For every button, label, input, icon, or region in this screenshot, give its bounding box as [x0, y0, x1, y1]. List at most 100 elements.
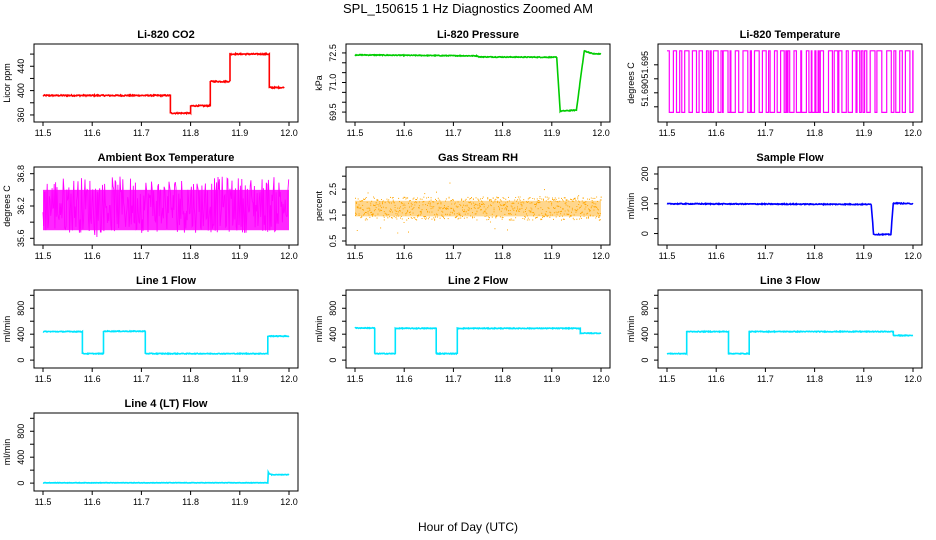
y-tick-label: 72.5 — [328, 44, 338, 62]
x-tick-label: 11.5 — [35, 251, 52, 261]
y-axis-label: degrees C — [2, 185, 12, 227]
series-line — [42, 51, 285, 116]
plot-frame — [345, 289, 611, 369]
x-tick-label: 11.9 — [855, 128, 872, 138]
y-tick-label: 800 — [328, 301, 338, 316]
x-tick-label: 11.7 — [133, 374, 150, 384]
x-tick-label: 11.6 — [84, 251, 101, 261]
chart-panel: Li-820 CO2 Licor ppm 11.5 11.6 11.7 11.8 11.9 1… — [2, 29, 299, 138]
y-tick-label: 1.5 — [328, 209, 338, 222]
x-tick-label: 11.5 — [347, 128, 364, 138]
y-axis-label: degrees C — [626, 62, 636, 104]
chart-panel: Ambient Box Temperature degrees C 11.5 11.6… — [2, 152, 299, 261]
x-tick-label: 11.5 — [659, 128, 676, 138]
series-line — [666, 329, 914, 356]
x-tick-label: 11.5 — [35, 128, 52, 138]
chart-title: Sample Flow — [756, 152, 824, 164]
y-tick-label: 35.6 — [16, 230, 26, 248]
y-tick-label: 360 — [16, 107, 26, 122]
plot-frame — [33, 412, 299, 492]
chart-panel: Line 3 Flow ml/min 11.5 11.6 11.7 11.8 11.9 12.… — [626, 275, 923, 384]
y-tick-label: 800 — [16, 424, 26, 439]
chart-title: Line 4 (LT) Flow — [125, 398, 208, 410]
y-tick-label: 100 — [640, 196, 650, 211]
x-tick-label: 11.8 — [806, 128, 823, 138]
y-tick-label: 0.5 — [328, 235, 338, 248]
plot-frame — [33, 289, 299, 369]
x-tick-label: 12.0 — [592, 128, 610, 138]
series-line — [354, 326, 602, 356]
x-tick-label: 11.8 — [182, 497, 199, 507]
x-tick-label: 11.8 — [806, 374, 823, 384]
x-tick-label: 11.7 — [133, 128, 150, 138]
y-axis-label: ml/min — [626, 193, 636, 220]
x-tick-label: 11.8 — [494, 251, 511, 261]
panels: Li-820 CO2 Licor ppm 11.5 11.6 11.7 11.8 11.9 1… — [2, 29, 923, 507]
x-tick-label: 12.0 — [280, 128, 298, 138]
chart-title: Line 1 Flow — [136, 275, 196, 287]
x-tick-label: 11.6 — [84, 374, 101, 384]
x-tick-label: 11.8 — [182, 128, 199, 138]
chart-title: Li-820 CO2 — [137, 29, 194, 41]
x-tick-label: 12.0 — [592, 251, 610, 261]
chart-panel: Gas Stream RH percent 11.5 11.6 11.7 11.8 11.9… — [314, 152, 611, 261]
y-tick-label: 400 — [328, 327, 338, 342]
series-line — [667, 50, 914, 113]
y-tick-label: 71.0 — [328, 74, 338, 92]
plot-frame — [33, 43, 299, 123]
y-tick-label: 0 — [640, 231, 650, 236]
chart-title: Gas Stream RH — [438, 152, 518, 164]
y-tick-label: 69.5 — [328, 103, 338, 121]
chart-title: Line 3 Flow — [760, 275, 820, 287]
chart-panel: Line 2 Flow ml/min 11.5 11.6 11.7 11.8 11.9 12.… — [314, 275, 611, 384]
x-tick-label: 11.8 — [806, 251, 823, 261]
y-tick-label: 0 — [16, 358, 26, 363]
y-tick-label: 400 — [640, 327, 650, 342]
y-axis-label: ml/min — [2, 316, 12, 343]
x-tick-label: 11.9 — [855, 374, 872, 384]
x-tick-label: 11.5 — [659, 374, 676, 384]
y-tick-label: 400 — [16, 327, 26, 342]
x-tick-label: 11.7 — [133, 497, 150, 507]
y-axis-label: ml/min — [2, 439, 12, 466]
chart-title: Line 2 Flow — [448, 275, 508, 287]
y-axis-label: ml/min — [314, 316, 324, 343]
figure-title: SPL_150615 1 Hz Diagnostics Zoomed AM — [343, 1, 593, 16]
y-axis-label: kPa — [314, 75, 324, 91]
x-tick-label: 11.5 — [35, 374, 52, 384]
y-axis-label: ml/min — [626, 316, 636, 343]
x-tick-label: 11.9 — [231, 497, 248, 507]
x-tick-label: 12.0 — [280, 251, 298, 261]
x-tick-label: 11.9 — [543, 251, 560, 261]
x-tick-label: 11.6 — [708, 128, 725, 138]
y-tick-label: 0 — [16, 481, 26, 486]
y-tick-label: 200 — [640, 166, 650, 181]
x-tick-label: 11.8 — [494, 128, 511, 138]
y-tick-label: 51.695 — [640, 51, 650, 79]
x-tick-label: 11.5 — [347, 251, 364, 261]
x-tick-label: 11.9 — [543, 128, 560, 138]
chart-panel: Line 4 (LT) Flow ml/min 11.5 11.6 11.7 11.8 11… — [2, 398, 299, 507]
series-line — [42, 329, 290, 356]
x-tick-label: 12.0 — [280, 497, 298, 507]
x-tick-label: 12.0 — [280, 374, 298, 384]
x-tick-label: 11.8 — [182, 374, 199, 384]
figure-xlabel: Hour of Day (UTC) — [418, 520, 518, 534]
chart-title: Li-820 Temperature — [740, 29, 841, 41]
chart-panel: Sample Flow ml/min 11.5 11.6 11.7 11.8 11.9 12.… — [626, 152, 923, 261]
x-tick-label: 11.6 — [396, 374, 413, 384]
y-tick-label: 440 — [16, 59, 26, 74]
chart-panel: Li-820 Pressure kPa 11.5 11.6 11.7 11.8 11.9 12… — [314, 29, 611, 138]
y-axis-label: Licor ppm — [2, 63, 12, 103]
x-tick-label: 11.6 — [84, 128, 101, 138]
x-tick-label: 11.7 — [445, 128, 462, 138]
y-tick-label: 2.5 — [328, 183, 338, 196]
x-tick-label: 11.8 — [494, 374, 511, 384]
y-tick-label: 400 — [16, 450, 26, 465]
x-tick-label: 12.0 — [904, 374, 922, 384]
x-tick-label: 11.7 — [445, 251, 462, 261]
chart-panel: Line 1 Flow ml/min 11.5 11.6 11.7 11.8 11.9 12.… — [2, 275, 299, 384]
chart-panel: Li-820 Temperature degrees C 11.5 11.6 11.7 1… — [626, 29, 923, 138]
series-line — [42, 469, 290, 485]
